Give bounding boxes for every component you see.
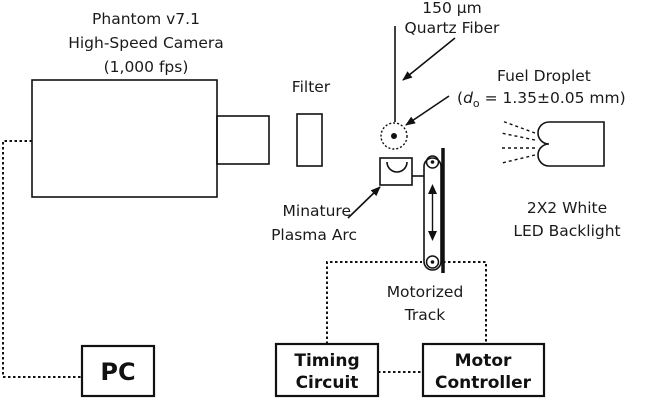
fuel-droplet-core — [391, 133, 397, 139]
filter-label: Filter — [292, 78, 331, 96]
camera-label-line-1: Phantom v7.1 — [92, 10, 200, 28]
droplet-label-prefix: ( — [457, 89, 463, 107]
backlight-label-line-1: 2X2 White — [527, 199, 607, 217]
pc-label: PC — [100, 358, 135, 386]
plasma-arc-housing — [379, 157, 413, 186]
droplet-arrow — [405, 95, 450, 126]
led-backlight — [537, 121, 605, 167]
camera-label-line-3: (1,000 fps) — [104, 58, 189, 76]
led-light-rays — [500, 120, 536, 164]
track-motion-arrow-down — [428, 231, 437, 241]
pc-box — [80, 344, 156, 398]
motorized-track — [423, 148, 445, 273]
plasma-arc-arrow — [347, 186, 381, 219]
plasma-arc-label-line-2: Plasma Arc — [271, 226, 357, 244]
motor-controller-label-line-1: Motor — [455, 351, 512, 371]
plasma-arc-label-line-1: Minature — [283, 202, 351, 220]
track-pulley-top-hub — [430, 160, 435, 164]
optical-filter — [296, 113, 323, 167]
fiber-label-line-1: 150 μm — [422, 0, 481, 17]
light-ray-4 — [501, 154, 536, 164]
track-label-line-2: Track — [404, 306, 446, 324]
fuel-droplet-outline — [380, 122, 408, 150]
fiber-label-line-2: Quartz Fiber — [405, 19, 501, 37]
timing-circuit-label-line-2: Circuit — [296, 373, 359, 393]
camera-lens — [216, 115, 270, 165]
camera-label-line-2: High-Speed Camera — [68, 34, 224, 52]
track-to-motor-cable — [443, 261, 487, 344]
droplet-label-line-1: Fuel Droplet — [497, 67, 591, 85]
light-ray-2 — [500, 132, 536, 141]
motor-controller-label-line-2: Controller — [435, 373, 532, 393]
droplet-diameter-symbol: d — [463, 89, 473, 107]
track-motion-arrow-up — [428, 184, 437, 194]
motor-controller-box — [421, 342, 546, 398]
track-label-line-1: Motorized — [387, 283, 464, 301]
track-pulley-bottom — [425, 255, 440, 269]
backlight-label-line-2: LED Backlight — [513, 222, 620, 240]
plasma-arc-electrode — [386, 161, 408, 173]
camera-to-pc-cable — [2, 140, 82, 378]
track-pulley-top — [425, 155, 440, 169]
timing-circuit-label-line-1: Timing — [294, 351, 359, 371]
fiber-arrow — [402, 37, 456, 81]
droplet-label-line-2: (do = 1.35±0.05 mm) — [457, 89, 626, 110]
track-belt — [423, 157, 442, 271]
droplet-diameter-value: = 1.35±0.05 mm) — [480, 89, 626, 107]
track-pulley-bottom-hub — [430, 260, 435, 264]
timing-to-track-cable — [326, 261, 422, 344]
droplet-diameter-subscript: o — [473, 97, 480, 110]
light-ray-1 — [501, 120, 536, 134]
signal-cables — [2, 140, 487, 378]
camera-body — [31, 79, 218, 198]
